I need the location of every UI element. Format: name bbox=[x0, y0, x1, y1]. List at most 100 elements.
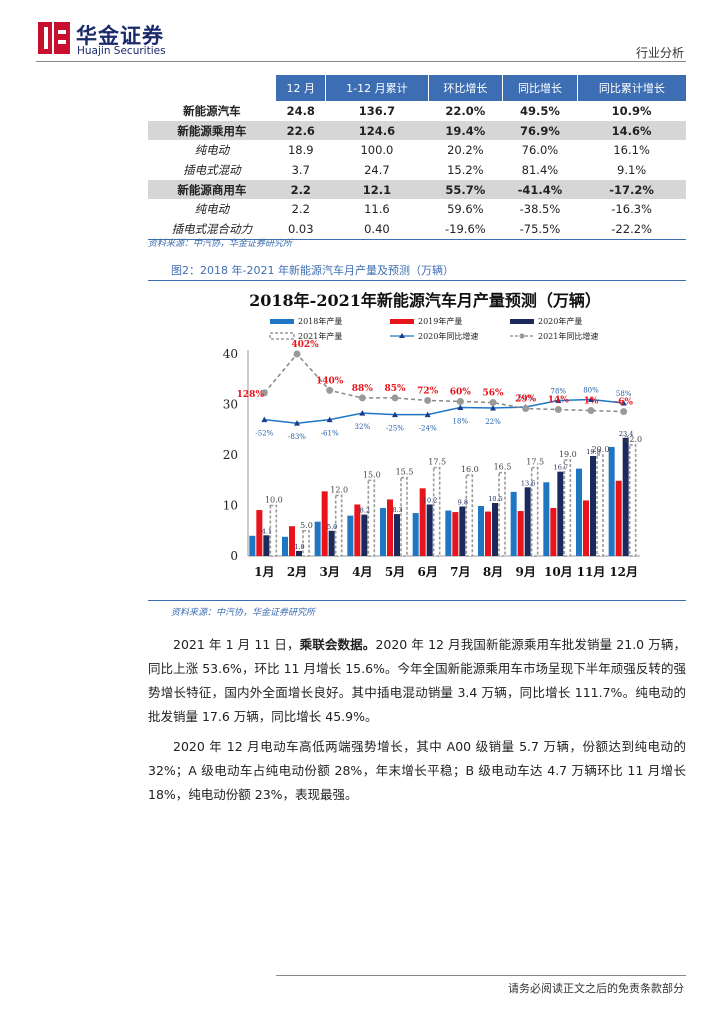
table-source-note: 资料来源：中汽协，华金证券研究所 bbox=[148, 239, 293, 249]
bar-value-label: 20.0 bbox=[592, 445, 610, 454]
brand-name-cn: 华金证券 bbox=[76, 24, 164, 48]
x-tick-label: 4月 bbox=[352, 565, 372, 579]
line-point bbox=[490, 405, 496, 411]
bar-2020年产量 bbox=[426, 504, 433, 556]
table-row: 新能源乘用车 22.6 124.6 19.4% 76.9% 14.6% bbox=[148, 120, 686, 141]
growth-label-2021: 29% bbox=[515, 395, 537, 405]
table-cell: -19.6% bbox=[428, 219, 503, 240]
paragraph-segment-analysis: 2020 年 12 月电动车高低两端强势增长，其中 A00 级销量 5.7 万辆… bbox=[148, 739, 686, 802]
growth-label-2021: -6% bbox=[614, 398, 633, 408]
bar-2020年产量 bbox=[557, 471, 564, 556]
chart-plot-area: 0 10 20 30 40 1月 2月 3月 4月 5月 6月 7月 8月 9月 10月 11月 12月 4.1 1… bbox=[223, 340, 642, 579]
bar-2019年产量 bbox=[354, 504, 361, 556]
bar-2018年产量 bbox=[543, 482, 550, 556]
line-point bbox=[424, 396, 432, 404]
bar-2021年产量 bbox=[628, 444, 637, 557]
bar-2021年产量 bbox=[302, 529, 310, 557]
brand-name-en: Huajin Securities bbox=[77, 45, 166, 57]
bar-2020年产量 bbox=[328, 530, 335, 556]
line-2021年同比增速 bbox=[263, 352, 624, 413]
table-cell: 16.1% bbox=[613, 143, 650, 158]
line-2020年同比增速 bbox=[264, 398, 624, 424]
table-cell: 49.5% bbox=[520, 103, 560, 118]
line-point bbox=[293, 350, 301, 358]
bar-2021年产量 bbox=[530, 466, 539, 557]
bar-2018年产量 bbox=[576, 468, 582, 556]
line-point bbox=[261, 416, 268, 423]
line-point bbox=[424, 411, 431, 418]
y-tick-label: 30 bbox=[223, 398, 238, 412]
legend-swatch bbox=[390, 319, 414, 324]
line-point bbox=[555, 397, 562, 403]
bar-value-label: 19.0 bbox=[559, 450, 577, 459]
line-point bbox=[359, 410, 366, 416]
table-cell: 10.9% bbox=[611, 103, 652, 118]
bar-value-label: 5.0 bbox=[300, 521, 313, 530]
bar-value-label: 4.1 bbox=[262, 527, 272, 535]
growth-label-2020: 58% bbox=[616, 390, 632, 398]
bar-value-label: 17.5 bbox=[526, 458, 544, 467]
legend-label: 2019年产量 bbox=[418, 316, 462, 326]
bar-2020年产量 bbox=[622, 437, 629, 556]
line-point bbox=[294, 420, 300, 426]
growth-label-2020: 80% bbox=[583, 386, 599, 394]
legend-swatch bbox=[399, 333, 405, 338]
growth-label-2020: -83% bbox=[288, 433, 306, 441]
table-cell: -17.2% bbox=[577, 179, 686, 200]
y-tick-label: 40 bbox=[223, 347, 238, 361]
table-header-cell: 环比增长 bbox=[427, 75, 503, 101]
bar-value-label: 5.0 bbox=[327, 523, 337, 531]
line-point bbox=[522, 405, 530, 413]
table-cell: -41.4% bbox=[502, 179, 578, 200]
bar-value-label: 19.8 bbox=[586, 448, 600, 456]
legend-swatch bbox=[270, 319, 294, 324]
legend-label: 2021年同比增速 bbox=[538, 331, 598, 341]
bar-2018年产量 bbox=[412, 513, 419, 556]
x-tick-label: 12月 bbox=[609, 565, 638, 579]
line-point bbox=[392, 411, 398, 418]
bar-value-label: 1.0 bbox=[294, 543, 304, 551]
bar-value-label: 8.3 bbox=[392, 506, 402, 514]
bar-2021年产量 bbox=[432, 466, 441, 557]
x-tick-label: 3月 bbox=[319, 565, 339, 579]
bar-value-label: 17.5 bbox=[428, 458, 446, 467]
bar-value-label: 23.4 bbox=[619, 430, 633, 438]
x-tick-label: 8月 bbox=[483, 565, 503, 579]
line-point bbox=[588, 396, 594, 402]
paragraph-body: 2020 年 12 月我国新能源乘用车批发销量 21.0 万辆，同比上涨 53.… bbox=[148, 637, 686, 724]
bar-2020年产量 bbox=[492, 502, 498, 556]
bar-value-label: 10.5 bbox=[488, 495, 502, 503]
growth-label-2020: -52% bbox=[255, 430, 273, 438]
figure-caption: 图2：2018 年-2021 年新能源汽车月产量及预测（万辆） bbox=[171, 264, 454, 277]
bar-2021年产量 bbox=[334, 494, 343, 557]
bar-value-label: 10.2 bbox=[423, 496, 437, 504]
bar-2019年产量 bbox=[485, 511, 491, 556]
bar-value-label: 16.5 bbox=[494, 463, 512, 472]
table-cell: -75.5% bbox=[502, 219, 578, 240]
table-cell: 12.1 bbox=[325, 179, 429, 200]
footer-disclaimer: 请务必阅读正文之后的免责条款部分 bbox=[508, 982, 684, 995]
growth-label-2021: 1% bbox=[584, 397, 599, 407]
table-cell: -22.2% bbox=[577, 219, 686, 240]
bar-2018年产量 bbox=[445, 510, 452, 556]
line-point bbox=[620, 408, 628, 416]
bar-2019年产量 bbox=[289, 526, 295, 556]
bar-2019年产量 bbox=[517, 511, 524, 556]
chart-legend: 2018年产量 2019年产量 2020年产量 2021年产量 2020年同比增速 202… bbox=[269, 316, 598, 341]
table-cell: 24.7 bbox=[364, 162, 390, 177]
x-tick-label: 2月 bbox=[287, 565, 307, 579]
bar-2021年产量 bbox=[269, 504, 278, 557]
y-tick-label: 0 bbox=[230, 549, 238, 563]
bar-2021年产量 bbox=[465, 474, 474, 557]
table-cell: 9.1% bbox=[617, 162, 647, 177]
line-point bbox=[456, 397, 464, 405]
table-header-cell bbox=[148, 75, 276, 101]
bar-2021年产量 bbox=[498, 471, 506, 557]
table-header-cell: 12 月 bbox=[275, 75, 326, 101]
bar-value-label: 15.5 bbox=[396, 468, 414, 477]
line-point bbox=[554, 406, 562, 414]
growth-label-2020: 78% bbox=[551, 387, 567, 395]
table-cell: -38.5% bbox=[519, 202, 561, 217]
table-cell: 20.2% bbox=[447, 143, 484, 158]
table-row: 插电式混动 3.7 24.7 15.2% 81.4% 9.1% bbox=[148, 160, 686, 180]
